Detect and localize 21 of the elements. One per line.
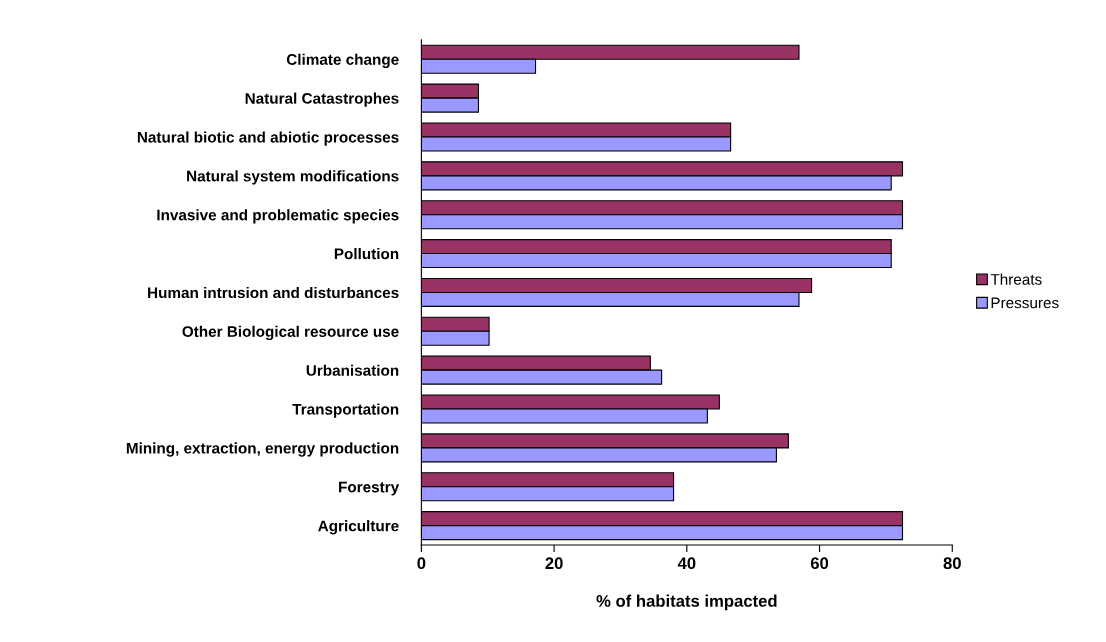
y-tick-label: Natural Catastrophes (245, 92, 399, 107)
y-tick-label: Natural biotic and abiotic processes (137, 131, 399, 146)
x-tick-label: 20 (545, 557, 563, 570)
y-tick-label: Transportation (292, 403, 399, 418)
y-tick-label: Agriculture (318, 520, 399, 535)
y-tick-label: Other Biological resource use (182, 325, 399, 341)
x-tick-label: 60 (810, 557, 829, 570)
x-tick-label: 0 (417, 557, 426, 570)
y-tick-label: Climate change (286, 53, 399, 69)
x-axis-title: % of habitats impacted (596, 594, 777, 611)
y-tick-label: Mining, extraction, energy production (126, 442, 399, 457)
x-tick-label: 80 (943, 557, 961, 570)
legend-label: Pressures (991, 297, 1059, 309)
y-tick-label: Human intrusion and disturbances (148, 286, 399, 299)
y-tick-label: Forestry (339, 481, 400, 496)
y-tick-label: Pollution (334, 248, 399, 260)
legend-label: Threats (990, 273, 1042, 285)
y-tick-label: Invasive and problematic species (157, 209, 399, 224)
y-tick-label: Natural system modifications (187, 170, 399, 185)
x-tick-label: 40 (677, 557, 696, 570)
y-tick-label: Urbanisation (306, 364, 399, 376)
